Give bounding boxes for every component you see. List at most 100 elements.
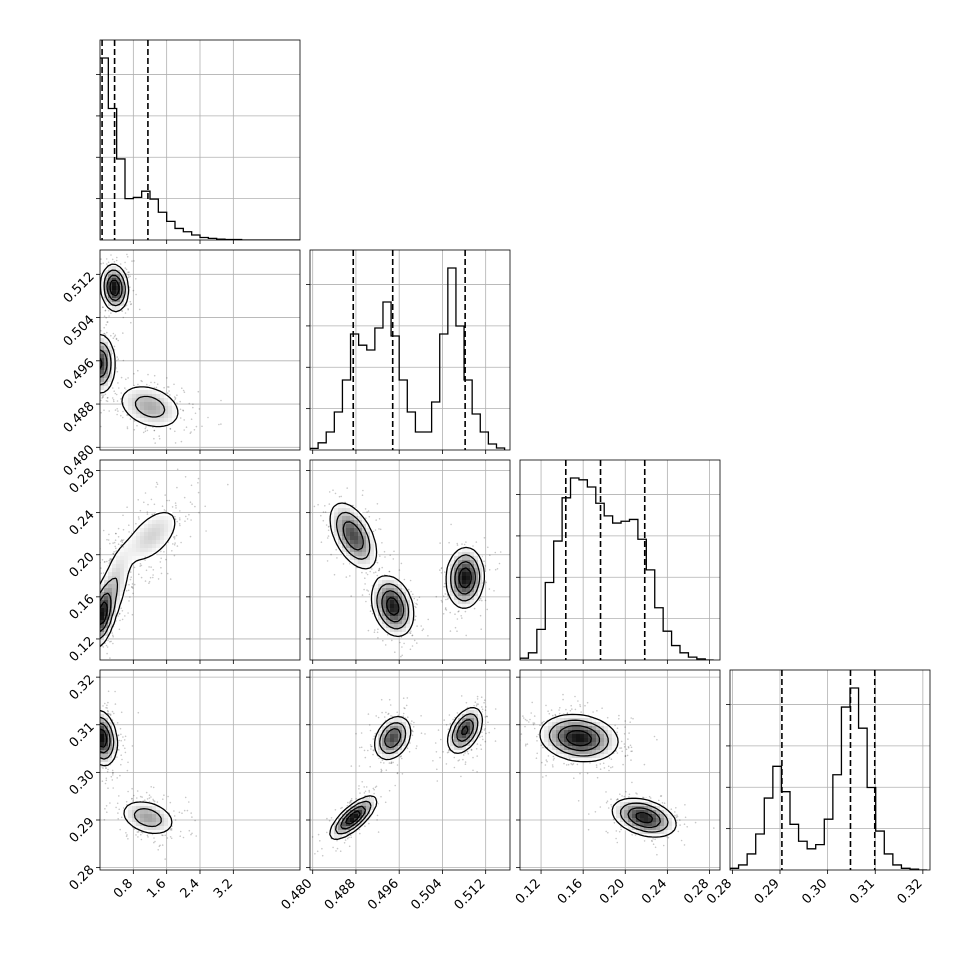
contour-level <box>329 706 484 840</box>
sample-point <box>139 563 142 565</box>
sample-point <box>127 276 130 279</box>
sample-point <box>84 391 86 393</box>
sample-point <box>204 505 206 508</box>
density-cell <box>152 830 157 835</box>
density-cell <box>112 564 117 569</box>
density-cell <box>390 726 395 731</box>
sample-point <box>384 801 387 804</box>
sample-point <box>120 733 122 736</box>
density-cell <box>382 754 387 759</box>
density-cell <box>156 422 161 427</box>
histogram-step-line <box>730 687 928 870</box>
density-cell <box>104 722 109 727</box>
sample-point <box>97 618 99 620</box>
sample-point <box>377 628 379 630</box>
density-cell <box>450 596 455 601</box>
density-cell <box>148 806 153 811</box>
density-cell <box>112 600 117 605</box>
sample-point <box>95 733 97 735</box>
sample-point <box>483 729 486 731</box>
sample-point <box>176 486 178 489</box>
sample-point <box>103 315 106 318</box>
density-cell <box>152 528 157 533</box>
density-cell <box>354 826 359 831</box>
density-cell <box>140 390 145 395</box>
density-cell <box>120 564 125 569</box>
sample-point <box>404 707 406 710</box>
sample-point <box>96 668 98 670</box>
density-cell <box>140 544 145 549</box>
sample-point <box>97 343 99 345</box>
density-cell <box>112 560 117 565</box>
sample-point <box>411 720 413 722</box>
sample-point <box>367 629 370 632</box>
sample-point <box>414 618 416 621</box>
density-cell <box>164 520 169 525</box>
sample-point <box>363 749 366 752</box>
density-cell <box>338 504 343 509</box>
density-cell <box>402 624 407 629</box>
sample-point <box>384 644 387 646</box>
density-cell <box>160 398 165 403</box>
sample-point <box>197 482 199 484</box>
density-cell <box>454 750 459 755</box>
sample-point <box>107 690 110 693</box>
sample-point <box>94 355 96 357</box>
sample-point <box>109 640 111 643</box>
density-cell <box>100 734 105 739</box>
density-cell <box>378 604 383 609</box>
sample-point <box>488 731 491 734</box>
density-cell <box>148 814 153 819</box>
sample-point <box>166 392 169 394</box>
sample-point <box>118 739 120 742</box>
sample-point <box>410 630 412 632</box>
density-cell <box>394 628 399 633</box>
sample-point <box>97 345 99 347</box>
sample-point <box>130 303 133 305</box>
sample-point <box>87 390 89 392</box>
sample-point <box>411 634 414 637</box>
sample-point <box>135 834 137 836</box>
density-cell <box>386 734 391 739</box>
sample-point <box>185 515 187 518</box>
sample-point <box>456 630 458 632</box>
density-cell <box>108 350 113 355</box>
sample-point <box>413 639 416 642</box>
sample-point <box>410 590 412 593</box>
y-tick-label: 0.24 <box>67 508 98 539</box>
density-cell <box>140 418 145 423</box>
density-cell <box>458 560 463 565</box>
sample-point <box>465 541 467 543</box>
sample-point <box>180 440 183 443</box>
sample-point <box>554 714 557 717</box>
density-cell <box>362 540 367 545</box>
sample-point <box>146 429 149 432</box>
sample-point <box>153 381 156 384</box>
sample-point <box>182 836 185 839</box>
sample-point <box>94 587 96 589</box>
density-cell <box>108 588 113 593</box>
density-cell <box>382 600 387 605</box>
sample-point <box>155 486 157 488</box>
density-cell <box>366 524 371 529</box>
density-cell <box>366 564 371 569</box>
sample-point <box>352 504 354 507</box>
sample-point <box>470 749 473 751</box>
sample-point <box>188 801 190 803</box>
density-cell <box>410 612 415 617</box>
density-cell <box>458 600 463 605</box>
sample-point <box>173 536 175 538</box>
sample-point <box>464 752 466 754</box>
density-cell <box>168 524 173 529</box>
density-cell <box>164 814 169 819</box>
density-cell <box>394 604 399 609</box>
sample-point <box>389 704 392 706</box>
sample-point <box>364 508 367 510</box>
sample-point <box>441 601 443 603</box>
sample-point <box>197 491 200 494</box>
scatter-panel-3-2 <box>306 459 511 664</box>
density-cell <box>148 402 153 407</box>
density-cell <box>100 378 105 383</box>
sample-point <box>169 427 172 430</box>
density-cell <box>144 398 149 403</box>
